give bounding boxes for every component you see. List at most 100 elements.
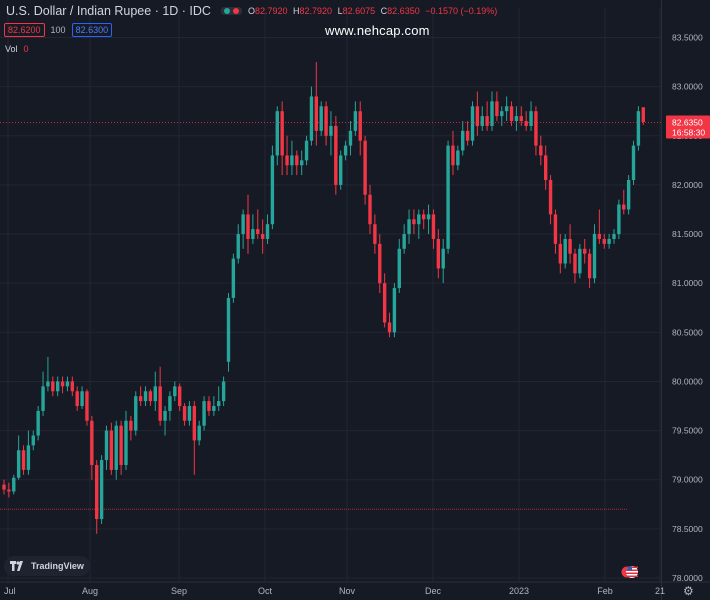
price-tick-label: 81.0000 (672, 278, 703, 288)
candle-up (36, 410, 40, 436)
time-tick-label: Nov (339, 586, 356, 596)
candle-up (41, 386, 45, 411)
candle-up (270, 155, 275, 225)
open-value: 82.7920 (254, 6, 288, 16)
candle-down (509, 106, 514, 122)
candle-down (21, 450, 26, 470)
candle-up (339, 155, 343, 185)
tradingview-logo[interactable]: TradingView (4, 556, 90, 576)
price-axis[interactable]: 83.500083.000082.500082.000081.500081.00… (661, 0, 710, 600)
spread-value: 100 (50, 25, 66, 35)
candle-down (177, 386, 182, 407)
candle-down (436, 238, 441, 269)
candle-down (51, 381, 55, 392)
candle-down (95, 464, 99, 520)
candle-up (407, 219, 411, 235)
candle-up (31, 435, 35, 446)
bid-ask-row: 82.6200 100 82.6300 (4, 23, 113, 37)
gear-icon[interactable]: ⚙ (683, 584, 694, 598)
candle-down (465, 130, 470, 141)
candle-down (2, 484, 6, 490)
candle-up (631, 145, 636, 180)
candle-down (587, 253, 592, 279)
candle-up (456, 150, 460, 166)
candle-up (504, 106, 509, 112)
candle-up (163, 410, 167, 421)
tradingview-logo-text: TradingView (31, 561, 84, 571)
candle-up (265, 224, 270, 239)
candle-up (299, 160, 304, 166)
candle-up (617, 204, 621, 235)
candle-down (368, 194, 372, 225)
close-value: 82.6350 (387, 6, 420, 16)
candle-down (207, 401, 211, 411)
us-flag-icon[interactable] (621, 564, 639, 585)
candle-down (519, 116, 523, 122)
price-tick-label: 82.0000 (672, 180, 703, 190)
candle-down (60, 381, 65, 387)
candle-up (173, 386, 177, 397)
candle-up (12, 477, 16, 492)
candle-up (563, 238, 567, 264)
last-price-marker (666, 115, 710, 139)
candle-up (402, 234, 406, 249)
candle-down (387, 322, 392, 333)
candle-down (543, 155, 548, 180)
candle-up (397, 248, 401, 289)
status-indicators[interactable] (220, 7, 242, 15)
market-status-icon (223, 8, 230, 14)
candle-up (441, 248, 445, 269)
candle-down (138, 396, 143, 402)
time-tick-label: 21 (655, 586, 665, 596)
change-value: −0.1570 (−0.19%) (425, 6, 498, 16)
candle-down (192, 406, 197, 441)
candle-up (490, 101, 494, 126)
candle-down (475, 106, 480, 126)
price-tick-label: 81.5000 (672, 229, 703, 239)
ask-price-button[interactable]: 82.6300 (71, 23, 113, 37)
candles (2, 62, 645, 534)
price-tick-label: 79.0000 (672, 475, 703, 485)
candle-down (129, 420, 133, 431)
candle-down (431, 214, 436, 239)
candle-up (187, 406, 192, 421)
candle-up (143, 391, 148, 402)
bid-price-button[interactable]: 82.6200 (4, 23, 45, 37)
tradingview-logo-icon (10, 561, 23, 571)
volume-legend[interactable]: Vol 0 (5, 44, 29, 54)
time-tick-label: 2023 (509, 586, 529, 596)
candle-up (348, 130, 353, 146)
candle-up (319, 106, 323, 131)
candle-down (421, 214, 426, 220)
candle-up (251, 229, 255, 239)
candle-up (46, 381, 50, 387)
time-tick-label: Dec (425, 586, 442, 596)
candle-down (558, 243, 563, 264)
candle-up (636, 111, 641, 146)
candle-up (80, 391, 84, 407)
volume-value: 0 (23, 44, 29, 54)
time-tick-label: Sep (171, 586, 187, 596)
candle-down (280, 111, 284, 156)
symbol-title[interactable]: U.S. Dollar / Indian Rupee · 1D · IDC (6, 4, 211, 18)
candle-down (539, 145, 543, 156)
time-tick-label: Oct (258, 586, 273, 596)
time-tick-label: Aug (82, 586, 98, 596)
candle-down (158, 386, 162, 421)
candle-up (217, 401, 221, 407)
candle-down (524, 121, 528, 126)
candle-up (231, 258, 236, 298)
candle-up (275, 111, 279, 156)
candle-down (7, 489, 11, 492)
candle-down (485, 116, 489, 126)
candle-down (382, 283, 387, 323)
candle-down (246, 214, 250, 239)
time-tick-label: Jul (4, 586, 16, 596)
candle-down (495, 101, 499, 117)
candle-up (55, 381, 60, 392)
candle-up (514, 116, 519, 122)
candle-up (65, 381, 70, 387)
